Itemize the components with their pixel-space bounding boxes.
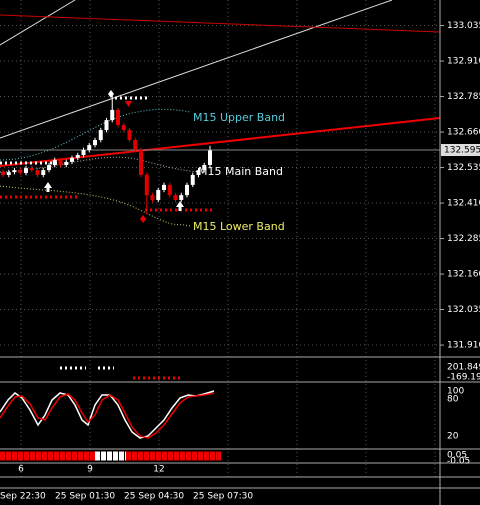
trend-line [0, 14, 441, 33]
candles [1, 95, 212, 215]
candle-body [121, 124, 126, 131]
y-tick-label: 132.285 [447, 234, 480, 244]
candle-body [202, 165, 207, 171]
candle-body [64, 161, 69, 166]
panel-tick-label: 80 [447, 395, 459, 405]
candle-body [18, 170, 23, 173]
panel-tick-label: 20 [447, 432, 459, 442]
stochastic-main [0, 390, 215, 439]
y-tick-label: 132.410 [447, 199, 480, 209]
y-tick-label: 132.910 [447, 57, 480, 67]
candle-body [173, 195, 178, 200]
y-tick-label: 131.910 [447, 341, 480, 351]
price-box [441, 144, 480, 156]
fractal [140, 215, 146, 223]
time-label: 25 Sep 07:30 [193, 492, 253, 502]
candle-body [6, 172, 11, 175]
candle-body [116, 109, 120, 125]
panel-tick-label: 0.05 [447, 451, 467, 461]
candle-body [139, 149, 143, 175]
candle-body [196, 170, 201, 175]
candle-body [156, 189, 161, 200]
candle-body [93, 140, 97, 146]
panel-tick-label: -169.194 [447, 373, 480, 383]
arrow-up [176, 201, 184, 211]
candle-body [75, 155, 80, 158]
candle-body [52, 159, 57, 166]
panel-tick-label: 100 [447, 387, 464, 397]
annotation: M15 Lower Band [193, 220, 285, 233]
candle-body [144, 174, 149, 196]
candle-body [81, 149, 86, 156]
trend-line [0, 0, 76, 46]
hour-label: 12 [153, 465, 164, 475]
candle-body [190, 174, 195, 185]
candle-body [133, 140, 138, 150]
y-tick-label: 132.660 [447, 128, 480, 138]
candle-body [110, 109, 115, 121]
time-label: Sep 22:30 [0, 492, 46, 502]
candle-body [167, 184, 172, 196]
hour-label: 6 [18, 465, 24, 475]
candle-body [150, 195, 155, 200]
y-tick-label: 132.035 [447, 305, 480, 315]
candle-body [127, 130, 132, 141]
candle-body [208, 150, 212, 166]
candle-body [70, 157, 74, 162]
y-tick-label: 132.160 [447, 270, 480, 280]
candle-body [35, 170, 40, 175]
panel-tick-label: 201.849 [447, 363, 480, 373]
candle-body [29, 168, 34, 171]
y-tick-label: 132.785 [447, 92, 480, 102]
y-tick-label: 133.035 [447, 21, 480, 31]
candle-body [162, 184, 166, 190]
hour-label: 9 [87, 465, 93, 475]
candle-body [185, 184, 189, 196]
y-tick-label: 132.535 [447, 163, 480, 173]
upper-band [0, 108, 191, 161]
stochastic-signal [0, 392, 215, 439]
lower-band [0, 185, 191, 227]
candle-body [87, 145, 92, 150]
candle-body [24, 168, 28, 173]
candle-body [12, 170, 17, 173]
time-label: 25 Sep 01:30 [55, 492, 115, 502]
panel-tick-label: -0.05 [447, 457, 470, 467]
candle-body [1, 171, 5, 175]
candle-body [47, 165, 51, 171]
candle-body [179, 195, 184, 200]
candle-body [58, 159, 63, 166]
arrow-down [125, 101, 132, 107]
annotation: M15 Main Band [198, 165, 283, 178]
trend-line [0, 0, 393, 139]
candle-body [41, 170, 46, 175]
annotation: M15 Upper Band [193, 111, 285, 124]
candle-body [104, 120, 109, 131]
current-price: 132.595 [444, 146, 480, 156]
arrow-up [44, 182, 52, 192]
time-label: 25 Sep 04:30 [124, 492, 184, 502]
candle-body [98, 130, 103, 141]
